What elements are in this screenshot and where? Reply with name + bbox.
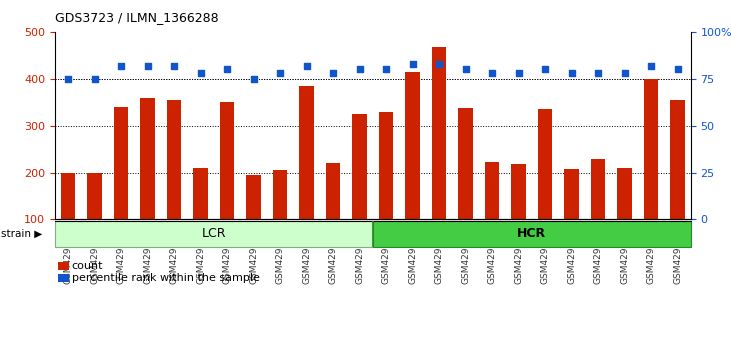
Point: [433, 61, 445, 67]
Text: percentile rank within the sample: percentile rank within the sample: [72, 273, 260, 283]
Point: [380, 67, 392, 72]
Bar: [140, 98, 155, 266]
Bar: [326, 163, 341, 266]
Bar: [379, 112, 393, 266]
Point: [327, 70, 339, 76]
Point: [406, 61, 418, 67]
Point: [645, 63, 657, 68]
Point: [168, 63, 180, 68]
Bar: [644, 79, 659, 266]
Point: [142, 63, 154, 68]
Text: strain ▶: strain ▶: [1, 229, 42, 239]
Bar: [591, 159, 605, 266]
Bar: [114, 107, 129, 266]
Bar: [246, 175, 261, 266]
Bar: [564, 169, 579, 266]
Point: [300, 63, 312, 68]
Bar: [61, 172, 75, 266]
Point: [460, 67, 471, 72]
Point: [486, 70, 498, 76]
Bar: [458, 108, 473, 266]
Bar: [373, 221, 691, 247]
Point: [194, 70, 206, 76]
Bar: [273, 170, 287, 266]
Bar: [670, 100, 685, 266]
Point: [88, 76, 100, 81]
Bar: [511, 164, 526, 266]
Bar: [167, 100, 181, 266]
Bar: [485, 162, 499, 266]
Point: [672, 67, 683, 72]
Point: [62, 76, 74, 81]
Bar: [352, 114, 367, 266]
Point: [618, 70, 630, 76]
Point: [274, 70, 286, 76]
Bar: [193, 168, 208, 266]
Point: [592, 70, 604, 76]
Text: HCR: HCR: [518, 228, 546, 240]
Text: LCR: LCR: [202, 228, 226, 240]
Point: [512, 70, 524, 76]
Bar: [617, 168, 632, 266]
Point: [354, 67, 366, 72]
Bar: [220, 102, 235, 266]
Bar: [299, 86, 314, 266]
Point: [115, 63, 127, 68]
Bar: [405, 72, 420, 266]
Point: [539, 67, 551, 72]
Bar: [538, 109, 553, 266]
Point: [221, 67, 233, 72]
Text: GDS3723 / ILMN_1366288: GDS3723 / ILMN_1366288: [55, 11, 219, 24]
Point: [248, 76, 260, 81]
Point: [566, 70, 577, 76]
Bar: [55, 221, 373, 247]
Text: count: count: [72, 261, 103, 271]
Bar: [432, 47, 447, 266]
Bar: [87, 172, 102, 266]
